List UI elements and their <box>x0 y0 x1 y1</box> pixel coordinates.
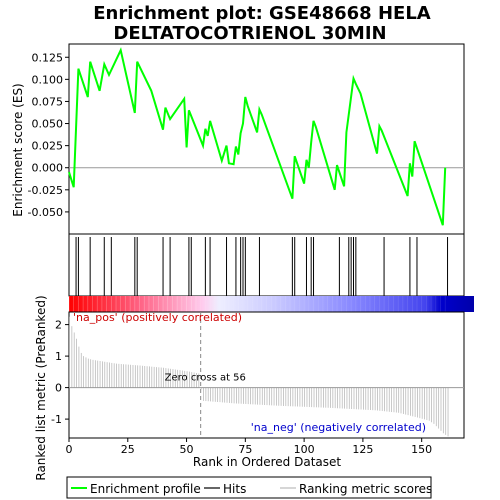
hits-group <box>75 237 449 296</box>
legend-metric-label: Ranking metric scores <box>299 482 432 496</box>
es-ytick-label: 0.025 <box>32 140 64 153</box>
es-panel <box>68 43 465 235</box>
legend-hits-label: Hits <box>223 482 246 496</box>
rank-stripes <box>68 296 446 312</box>
metric-bars <box>69 316 449 437</box>
pos-label: 'na_pos' (positively correlated) <box>73 311 242 324</box>
chart-title-line2: DELTATOCOTRIENOL 30MIN <box>113 23 386 44</box>
metric-x-axis: 0 25 50 75 100 125 150 <box>66 438 432 456</box>
metric-xtick-label: 50 <box>180 443 194 456</box>
es-ytick-label: -0.050 <box>28 206 63 219</box>
legend <box>66 476 432 499</box>
metric-xlabel: Rank in Ordered Dataset <box>193 455 341 469</box>
chart-title-line1: Enrichment plot: GSE48668 HELA <box>93 3 431 24</box>
enrichment-profile-line <box>68 47 447 226</box>
metric-ytick-label: 1 <box>55 350 62 363</box>
metric-xtick-label: 0 <box>66 443 73 456</box>
metric-xtick-label: 75 <box>238 443 252 456</box>
rank-color-bar <box>69 296 474 312</box>
hits-panel <box>68 233 465 297</box>
metric-xtick-label: 125 <box>352 443 373 456</box>
es-y-axis: -0.050 -0.025 0.000 0.025 0.050 0.075 0.100 0.1… <box>28 51 69 219</box>
es-ytick-label: 0.100 <box>32 73 64 86</box>
es-ytick-label: -0.025 <box>28 184 63 197</box>
es-ytick-label: 0.125 <box>32 51 64 64</box>
metric-panel <box>68 311 465 439</box>
metric-xtick-label: 150 <box>411 443 432 456</box>
metric-ytick-label: 0 <box>55 382 62 395</box>
es-ytick-label: 0.050 <box>32 118 64 131</box>
metric-ytick-label: -1 <box>51 413 62 426</box>
metric-ylabel: Ranked list metric (PreRanked) <box>34 295 48 480</box>
metric-ytick-label: 2 <box>55 319 62 332</box>
metric-xtick-label: 25 <box>121 443 135 456</box>
metric-xtick-label: 100 <box>294 443 315 456</box>
zero-cross-label: Zero cross at 56 <box>165 373 246 384</box>
es-ytick-label: 0.075 <box>32 95 64 108</box>
legend-enrichment-label: Enrichment profile <box>90 482 201 496</box>
metric-y-axis: -1 0 1 2 <box>51 319 69 426</box>
es-ytick-label: 0.000 <box>32 162 64 175</box>
neg-label: 'na_neg' (negatively correlated) <box>251 421 426 434</box>
es-ylabel: Enrichment score (ES) <box>11 83 25 216</box>
